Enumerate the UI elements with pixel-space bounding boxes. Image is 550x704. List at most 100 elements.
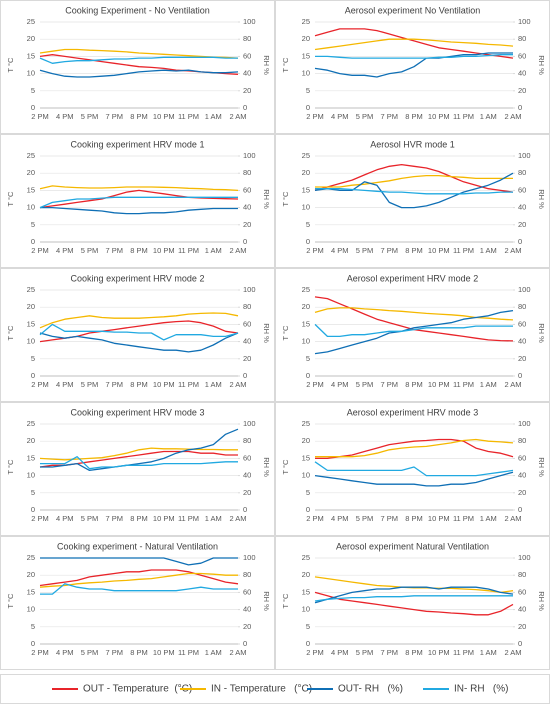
x-tick-label: 5 PM: [356, 514, 374, 523]
y2-axis-label: RH %: [537, 189, 546, 209]
y2-tick-label: 40: [243, 69, 251, 78]
series-line: [40, 557, 238, 566]
x-tick-label: 4 PM: [331, 648, 349, 657]
x-tick-label: 5 PM: [356, 112, 374, 121]
series-line: [39, 312, 239, 329]
y-tick-label: 5: [306, 86, 310, 95]
y2-tick-label: 0: [243, 237, 247, 246]
y2-tick-label: 40: [518, 337, 526, 346]
x-tick-label: 11 PM: [453, 648, 474, 657]
y2-tick-label: 60: [243, 453, 251, 462]
y-tick-label: 25: [302, 151, 310, 160]
panel: Aerosol HVR mode 1 0 5 10 15 20 25 0 20 40 60 80 100…: [275, 134, 550, 268]
y2-tick-label: 20: [518, 220, 526, 229]
series-line: [39, 48, 239, 59]
x-tick-label: 10 PM: [428, 514, 450, 523]
y2-axis-label: RH %: [537, 55, 546, 75]
x-tick-label: 8 PM: [405, 246, 423, 255]
x-tick-label: 2 AM: [229, 246, 246, 255]
series-line: [314, 296, 514, 342]
series-line: [314, 172, 514, 209]
y2-axis-label: RH %: [262, 457, 271, 477]
y2-tick-label: 100: [243, 17, 256, 26]
x-tick-label: 7 PM: [105, 246, 123, 255]
y2-tick-label: 20: [243, 488, 251, 497]
panel: Aerosol experiment HRV mode 3 0 5 10 15 20 25 0…: [275, 402, 550, 536]
y-tick-label: 0: [306, 103, 310, 112]
y2-tick-label: 100: [243, 151, 256, 160]
y2-tick-label: 60: [243, 587, 251, 596]
y-tick-label: 20: [302, 34, 310, 43]
x-tick-label: 5 PM: [356, 380, 374, 389]
series-line: [39, 447, 238, 461]
x-tick-label: 7 PM: [380, 380, 398, 389]
x-tick-label: 1 AM: [480, 648, 497, 657]
x-tick-label: 2 PM: [306, 514, 324, 523]
series-line: [40, 456, 238, 470]
x-tick-label: 2 AM: [504, 380, 521, 389]
chart-title: Cooking experiment HRV mode 3: [71, 407, 205, 417]
series-line: [314, 591, 514, 616]
x-tick-label: 11 PM: [178, 112, 199, 121]
y2-axis-label: RH %: [262, 591, 271, 611]
y2-tick-label: 40: [518, 471, 526, 480]
legend-label: OUT - Temperature (°C): [83, 684, 192, 695]
x-tick-label: 5 PM: [356, 246, 374, 255]
x-tick-label: 7 PM: [380, 246, 398, 255]
x-tick-label: 5 PM: [81, 514, 99, 523]
y-tick-label: 10: [27, 471, 35, 480]
panel: Cooking Experiment - No Ventilation 0 5 10 1…: [0, 0, 275, 134]
series-line: [315, 438, 514, 458]
y-tick-label: 25: [27, 553, 35, 562]
y-tick-label: 25: [302, 17, 310, 26]
y-axis-label: T °C: [6, 593, 15, 609]
x-tick-label: 10 PM: [153, 112, 175, 121]
series-line: [314, 307, 514, 321]
x-tick-label: 5 PM: [81, 246, 99, 255]
y2-tick-label: 100: [243, 553, 256, 562]
x-tick-label: 11 PM: [453, 112, 474, 121]
series-line: [315, 188, 513, 195]
x-tick-label: 2 AM: [504, 648, 521, 657]
x-tick-label: 10 PM: [153, 246, 175, 255]
series-line: [314, 309, 514, 355]
y-tick-label: 25: [27, 285, 35, 294]
x-tick-label: 7 PM: [105, 648, 123, 657]
y2-tick-label: 20: [518, 354, 526, 363]
y-tick-label: 20: [302, 436, 310, 445]
x-tick-label: 1 AM: [480, 112, 497, 121]
y-tick-label: 25: [27, 419, 35, 428]
y2-axis-label: RH %: [262, 55, 271, 75]
y-axis-label: T °C: [6, 57, 15, 73]
x-tick-label: 8 PM: [130, 112, 148, 121]
y2-tick-label: 20: [518, 86, 526, 95]
x-tick-label: 2 PM: [306, 380, 324, 389]
x-tick-label: 4 PM: [56, 246, 74, 255]
x-tick-label: 11 PM: [178, 246, 199, 255]
y-tick-label: 10: [27, 203, 35, 212]
y2-tick-label: 40: [243, 203, 251, 212]
x-tick-label: 2 PM: [31, 380, 49, 389]
x-tick-label: 7 PM: [380, 112, 398, 121]
panel-border: [0, 0, 275, 134]
y-tick-label: 20: [27, 34, 35, 43]
chart-title: Cooking experiment - Natural Ventilation: [57, 541, 218, 551]
y2-tick-label: 60: [518, 453, 526, 462]
panel-border: [0, 402, 275, 536]
y-tick-label: 5: [306, 622, 310, 631]
y-axis-label: T °C: [281, 191, 290, 207]
x-tick-label: 2 PM: [31, 112, 49, 121]
x-tick-label: 4 PM: [331, 112, 349, 121]
x-tick-label: 5 PM: [356, 648, 374, 657]
x-tick-label: 8 PM: [405, 380, 423, 389]
y2-tick-label: 80: [518, 34, 526, 43]
y2-tick-label: 20: [243, 622, 251, 631]
y-tick-label: 0: [31, 237, 35, 246]
series-line: [314, 595, 513, 602]
x-tick-label: 1 AM: [480, 246, 497, 255]
x-tick-label: 1 AM: [205, 380, 222, 389]
y-axis-label: T °C: [281, 593, 290, 609]
panel: Aerosol experiment Natural Ventilation 0 5…: [275, 536, 550, 670]
y-tick-label: 0: [306, 505, 310, 514]
x-tick-label: 8 PM: [130, 246, 148, 255]
